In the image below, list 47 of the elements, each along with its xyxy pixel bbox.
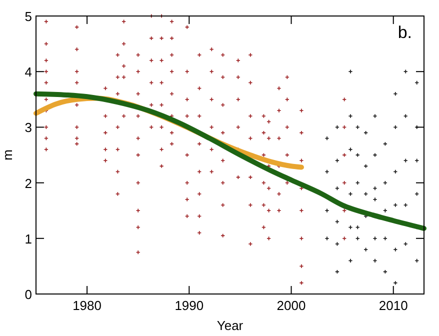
point (414, 158, 420, 163)
y-tick-label: 4 (24, 64, 32, 80)
point (324, 208, 330, 213)
point (403, 114, 408, 118)
point (348, 192, 353, 196)
point (364, 164, 368, 168)
point (355, 236, 360, 241)
point (393, 169, 398, 174)
point (414, 258, 420, 263)
x-tick-label: 2000 (276, 298, 306, 313)
y-tick-label: 0 (24, 287, 32, 302)
point (348, 147, 353, 152)
point (372, 197, 378, 202)
y-tick-label: 5 (24, 9, 32, 24)
point (393, 247, 398, 252)
point (414, 192, 420, 196)
y-tick-label: 1 (24, 231, 32, 246)
y-axis-title: m (0, 150, 15, 160)
point (393, 92, 398, 96)
annotation: b. (398, 23, 412, 42)
point (372, 114, 378, 118)
point (403, 242, 408, 246)
point (324, 169, 330, 174)
point (372, 258, 378, 263)
y-tick-label: 2 (24, 176, 32, 191)
point (364, 192, 368, 196)
x-axis-title: Year (216, 318, 244, 333)
point (372, 152, 378, 158)
point (372, 236, 378, 241)
point (403, 69, 408, 74)
point (403, 202, 408, 208)
point (393, 280, 398, 286)
point (324, 236, 330, 241)
point (348, 69, 353, 74)
x-tick-label: 1980 (72, 298, 102, 313)
point (372, 186, 378, 191)
x-tick-label: 1990 (174, 298, 204, 313)
point (348, 258, 353, 263)
point (393, 202, 398, 208)
point (355, 152, 360, 158)
point (348, 114, 353, 118)
point (403, 158, 408, 163)
point (364, 247, 368, 252)
x-tick-label: 2010 (378, 298, 408, 313)
point (355, 180, 360, 186)
point (324, 136, 330, 141)
y-tick-label: 3 (24, 120, 32, 136)
